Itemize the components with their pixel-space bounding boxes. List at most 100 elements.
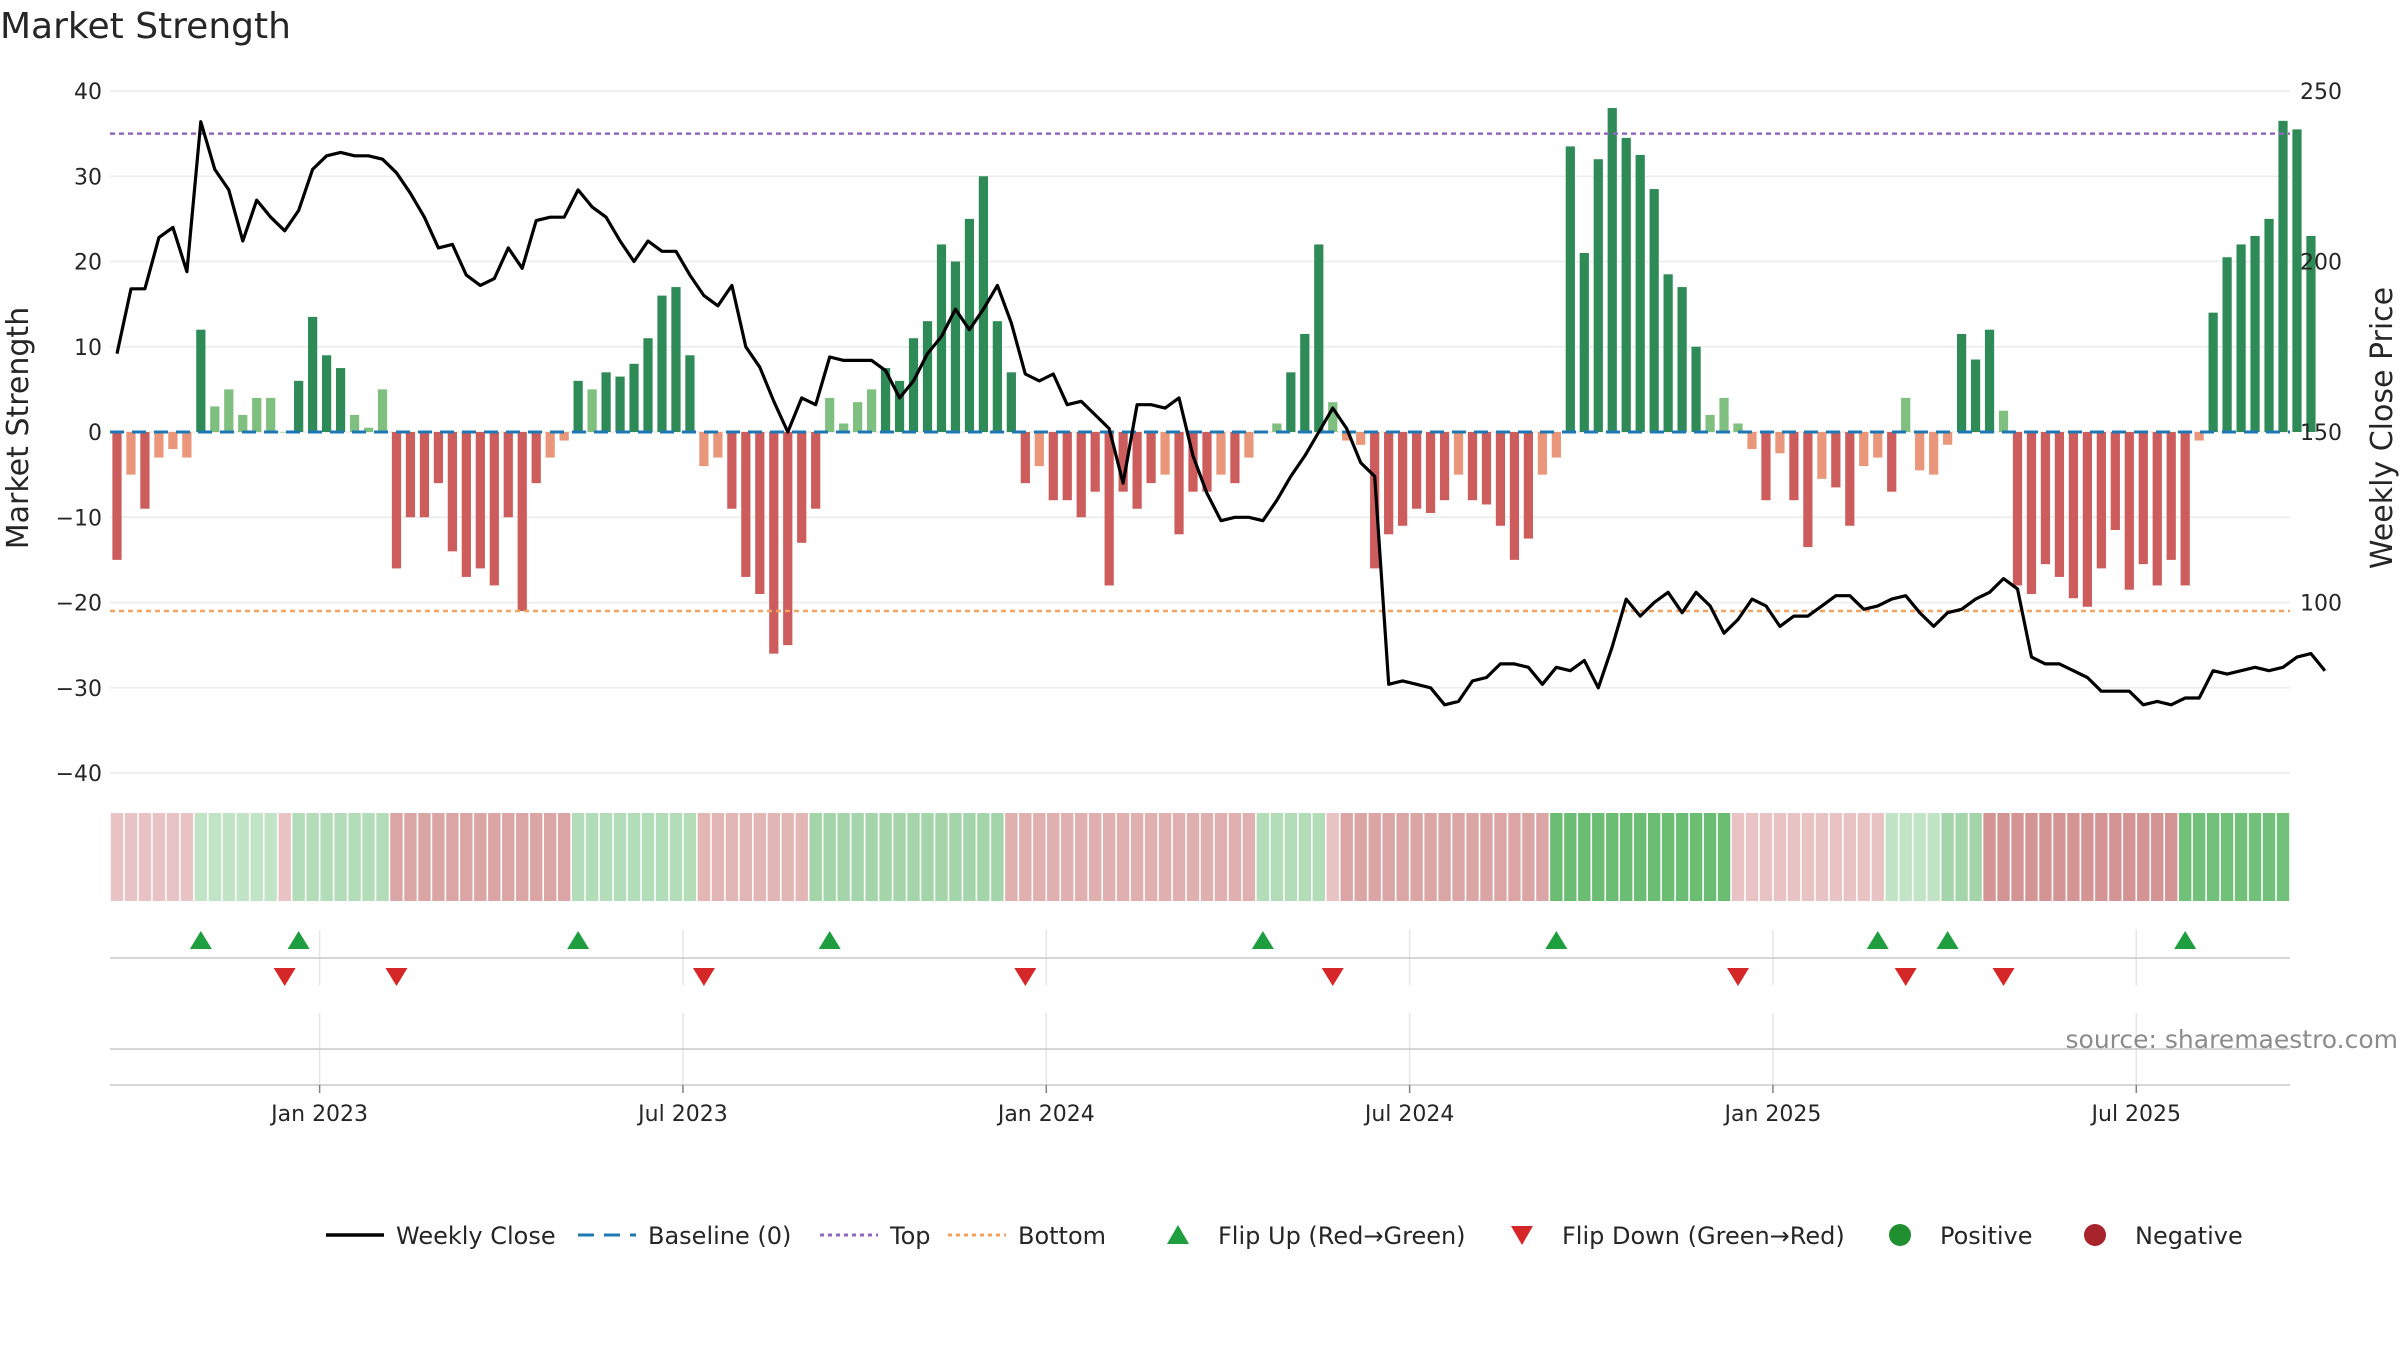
strength-bar (1272, 423, 1282, 432)
strength-bar (2236, 244, 2246, 432)
band-cell (1801, 813, 1815, 901)
band-cell (1242, 813, 1256, 901)
legend-item: Flip Up (Red→Green) (1167, 1222, 1466, 1250)
band-cell (1130, 813, 1144, 901)
strength-bar (280, 432, 290, 433)
band-cell (1033, 813, 1046, 901)
strength-bar (1342, 432, 1352, 441)
band-cell (264, 813, 277, 901)
strength-bar (1370, 432, 1380, 569)
strength-bar (1300, 333, 1310, 432)
band-cell (781, 813, 794, 901)
strength-bar (1719, 397, 1729, 432)
band-cell (1396, 813, 1409, 901)
band-cell (1550, 813, 1563, 901)
band-cell (1102, 813, 1116, 901)
band-cell (571, 813, 585, 901)
band-cell (446, 813, 459, 901)
band-cell (2192, 813, 2206, 901)
strength-bar (1202, 432, 1212, 492)
strength-bar (1481, 432, 1492, 505)
source-label: source: sharemaestro.com (2066, 1025, 2399, 1054)
band-cell (2011, 813, 2024, 901)
strength-bar (1621, 137, 1631, 432)
left-tick-label: 40 (74, 80, 102, 105)
band-cell (2137, 813, 2150, 901)
strength-bar (964, 218, 975, 432)
band-cell (655, 813, 669, 901)
strength-bar (294, 380, 304, 432)
band-cell (585, 813, 599, 901)
band-cell (432, 813, 445, 901)
strength-bar (727, 432, 737, 509)
band-cell (348, 813, 361, 901)
band-cell (767, 813, 780, 901)
strength-bar (1216, 432, 1226, 475)
legend-item: Negative (2084, 1222, 2243, 1250)
flip-up-marker (1866, 931, 1889, 949)
strength-bar (1845, 432, 1855, 526)
band-cell (1228, 813, 1242, 901)
strength-bar (447, 432, 457, 552)
band-cell (110, 813, 124, 901)
strength-bar (2278, 120, 2288, 433)
band-cell (1843, 813, 1856, 901)
reference-lines (110, 132, 2290, 613)
right-axis-title: Weekly Close Price (2365, 287, 2400, 569)
band-cell (1913, 813, 1926, 901)
band-cell (544, 813, 557, 901)
band-cell (1689, 813, 1703, 901)
strength-bar (1970, 359, 1981, 432)
band-cell (1564, 813, 1577, 901)
band-cell (1661, 813, 1675, 901)
strength-bar (168, 432, 178, 450)
strength-bar (950, 261, 961, 432)
strength-bar (699, 432, 709, 467)
strength-bar (2054, 432, 2065, 577)
band-cell (1368, 813, 1381, 901)
flip-down-marker (1894, 968, 1917, 986)
band-cell (474, 813, 487, 901)
strength-bar (308, 316, 318, 432)
strength-bar (894, 380, 905, 432)
band-cell (2179, 813, 2192, 901)
strength-bar (2194, 432, 2204, 441)
chart-title: Market Strength (0, 6, 291, 47)
band-cell (1256, 813, 1270, 901)
strength-bar (391, 432, 402, 569)
strength-bar (2012, 432, 2023, 586)
strength-bar (2292, 129, 2302, 433)
band-cell (1620, 813, 1633, 901)
band-cell (1158, 813, 1172, 901)
strength-bar (1873, 432, 1883, 458)
band-cell (1592, 813, 1605, 901)
band-cell (1438, 813, 1451, 901)
band-cell (166, 813, 180, 901)
strength-bar (377, 389, 388, 432)
legend-label: Weekly Close (396, 1222, 556, 1250)
band-cell (194, 813, 208, 901)
legend-label: Baseline (0) (648, 1222, 791, 1250)
band-cell (1647, 813, 1661, 901)
band-cell (502, 813, 515, 901)
band-cell (1116, 813, 1130, 901)
strength-bar (685, 355, 695, 432)
strength-bar (1230, 432, 1240, 484)
strength-bar (1887, 432, 1897, 492)
band-cell (1745, 813, 1759, 901)
strength-bar (1691, 346, 1701, 432)
band-cell (138, 813, 152, 901)
flip-up-marker (189, 931, 212, 949)
band-cell (823, 813, 836, 901)
x-tick-label: Jul 2023 (636, 1102, 728, 1127)
band-cell (991, 813, 1004, 901)
strength-bar (2208, 312, 2218, 432)
band-cell (1871, 813, 1884, 901)
band-cell (1214, 813, 1228, 901)
strength-bar (461, 432, 471, 577)
band-cell (1340, 813, 1353, 901)
legend-label: Top (889, 1222, 931, 1250)
band-cell (1815, 813, 1829, 901)
strength-bar (1020, 432, 1030, 484)
